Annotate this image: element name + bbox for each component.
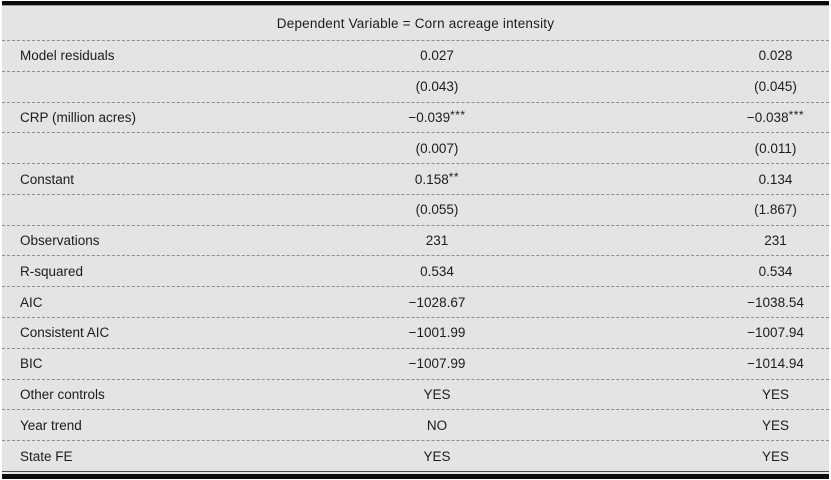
model2-number: 0.534 [758, 263, 793, 279]
model1-significance-stars: ** [448, 169, 460, 184]
model2-value: 0.028 [622, 48, 829, 63]
table-row: Constant 0.158** 0.134 [2, 163, 829, 194]
model1-number: YES [423, 448, 451, 464]
model1-number: (0.055) [415, 202, 459, 218]
model1-value: 0.158** [252, 169, 622, 187]
table-row: Model residuals 0.027 0.028 [2, 40, 829, 71]
model1-value: (0.055) [252, 202, 622, 217]
model1-value: 231 [252, 233, 622, 248]
model2-value: 0.534 [622, 264, 829, 279]
model2-number: YES [761, 417, 789, 433]
model2-number: −1014.94 [747, 356, 804, 372]
row-label: Constant [20, 171, 75, 187]
model2-value: −1014.94 [622, 356, 829, 371]
model1-value: YES [252, 387, 622, 402]
model1-number: −1001.99 [408, 325, 466, 341]
row-label: Model residuals [20, 48, 115, 64]
model1-number: −0.039 [408, 109, 451, 125]
row-label: Observations [20, 233, 100, 249]
model2-number: YES [761, 448, 789, 464]
table-title: Dependent Variable = Corn acreage intens… [276, 15, 555, 31]
table-row: State FE YES YES [2, 440, 829, 471]
table-row: (0.007) (0.011) [2, 132, 829, 163]
model2-number: YES [761, 386, 789, 402]
model1-number: 0.027 [420, 48, 454, 64]
top-thick-rule [2, 1, 829, 5]
model1-number: 0.158 [414, 171, 449, 187]
model2-value: YES [622, 387, 829, 402]
table-row: (0.055) (1.867) [2, 193, 829, 225]
model1-value: (0.007) [252, 141, 622, 156]
model1-number: −1028.67 [408, 294, 466, 310]
row-label: BIC [20, 356, 43, 372]
table-row: Year trend NO YES [2, 409, 829, 440]
model1-number: (0.043) [415, 79, 459, 95]
model1-number: YES [423, 386, 451, 402]
model1-number: 0.534 [420, 263, 454, 279]
row-label: State FE [20, 448, 73, 464]
model2-number: (0.045) [754, 79, 797, 95]
table-row: (0.043) (0.045) [2, 70, 829, 102]
model2-value: YES [622, 449, 829, 464]
table-row: Observations 231 231 [2, 224, 829, 256]
model2-value: (0.045) [622, 79, 829, 94]
row-label: Other controls [20, 386, 105, 402]
model1-number: (0.007) [415, 140, 459, 156]
bottom-thick-rule [2, 474, 829, 479]
row-label: R-squared [20, 263, 84, 279]
model2-significance-stars: *** [788, 107, 805, 122]
model2-value: YES [622, 418, 829, 433]
bottom-thin-rule [2, 471, 829, 472]
model2-number: (1.867) [754, 202, 797, 218]
model2-value: (0.011) [622, 141, 829, 156]
model2-value: 231 [622, 233, 829, 248]
model2-number: −0.038 [746, 109, 789, 125]
regression-table: Dependent Variable = Corn acreage intens… [2, 6, 829, 471]
model2-value: 0.134 [622, 172, 829, 187]
model1-significance-stars: *** [450, 107, 466, 122]
model1-value: YES [252, 449, 622, 464]
table-header-row: Dependent Variable = Corn acreage intens… [2, 6, 829, 40]
model2-number: 0.134 [758, 171, 793, 187]
table-row: BIC −1007.99 −1014.94 [2, 347, 829, 379]
model2-value: −1038.54 [622, 295, 829, 310]
table-row: AIC −1028.67 −1038.54 [2, 286, 829, 317]
model1-number: 231 [425, 233, 449, 249]
row-label: CRP (million acres) [20, 109, 137, 125]
top-thin-rule [2, 5, 829, 6]
table-row: CRP (million acres) −0.039*** −0.038*** [2, 101, 829, 133]
model1-value: 0.534 [252, 264, 622, 279]
table-row: Consistent AIC −1001.99 −1007.94 [2, 317, 829, 348]
model1-value: (0.043) [252, 79, 622, 94]
model1-value: 0.027 [252, 48, 622, 63]
model2-number: −1038.54 [747, 294, 804, 310]
row-label: Consistent AIC [20, 325, 110, 341]
table-row: R-squared 0.534 0.534 [2, 255, 829, 286]
model1-value: NO [252, 418, 622, 433]
model1-value: −1028.67 [252, 295, 622, 310]
model1-value: −1007.99 [252, 356, 622, 371]
table-row: Other controls YES YES [2, 378, 829, 410]
model1-number: NO [426, 417, 448, 433]
model2-value: −1007.94 [622, 325, 829, 340]
model2-number: −1007.94 [747, 325, 804, 341]
model2-value: (1.867) [622, 202, 829, 217]
bottom-rule-gap [2, 472, 829, 474]
model1-number: −1007.99 [408, 356, 466, 372]
model1-value: −0.039*** [252, 107, 622, 125]
model2-number: (0.011) [754, 140, 797, 156]
row-label: AIC [20, 294, 43, 310]
model2-value: −0.038*** [622, 107, 829, 125]
model1-value: −1001.99 [252, 325, 622, 340]
model2-number: 0.028 [758, 48, 793, 64]
row-label: Year trend [20, 417, 82, 433]
model2-number: 231 [764, 233, 787, 249]
